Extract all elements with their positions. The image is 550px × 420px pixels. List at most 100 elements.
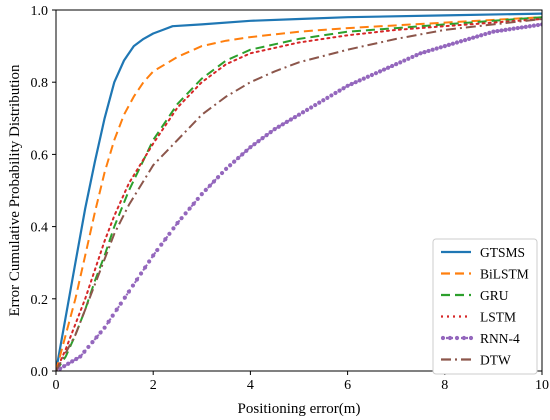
x-tick-label: 8 bbox=[441, 378, 448, 393]
series-point-rnn-4 bbox=[398, 60, 403, 65]
series-point-rnn-4 bbox=[321, 98, 326, 103]
series-point-rnn-4 bbox=[284, 119, 289, 125]
series-point-rnn-4 bbox=[292, 114, 298, 120]
series-point-rnn-4 bbox=[458, 39, 464, 44]
series-point-rnn-4 bbox=[414, 53, 419, 58]
legend-label-dtw: DTW bbox=[480, 353, 511, 368]
x-axis: 0 2 4 6 8 10 bbox=[53, 371, 549, 393]
series-point-rnn-4 bbox=[450, 41, 455, 46]
x-tick-label: 10 bbox=[535, 378, 549, 393]
series-point-rnn-4 bbox=[531, 23, 537, 28]
series-point-rnn-4 bbox=[114, 307, 119, 312]
legend-label-bilstm: BiLSTM bbox=[480, 267, 529, 282]
x-tick-label: 4 bbox=[247, 378, 254, 393]
plot-frame bbox=[55, 9, 543, 372]
y-axis-label: Error Cumulative Probability Distributio… bbox=[7, 64, 23, 317]
series-point-rnn-4 bbox=[244, 148, 249, 153]
series-point-rnn-4 bbox=[288, 117, 293, 122]
x-tick-label: 2 bbox=[150, 378, 157, 393]
series-point-rnn-4 bbox=[353, 80, 358, 85]
series-point-rnn-4 bbox=[369, 72, 374, 78]
series-point-rnn-4 bbox=[167, 231, 172, 236]
series-point-rnn-4 bbox=[228, 163, 233, 168]
series-point-rnn-4 bbox=[309, 105, 314, 110]
legend-label-lstm: LSTM bbox=[480, 310, 516, 325]
series-point-rnn-4 bbox=[515, 25, 520, 31]
series-point-rnn-4 bbox=[159, 242, 164, 247]
series-point-rnn-4 bbox=[207, 183, 212, 188]
series-point-rnn-4 bbox=[300, 110, 306, 115]
series-point-rnn-4 bbox=[62, 364, 67, 369]
series-point-rnn-4 bbox=[442, 44, 447, 49]
series-point-rnn-4 bbox=[499, 28, 504, 33]
series-point-rnn-4 bbox=[211, 179, 217, 184]
series-point-rnn-4 bbox=[487, 30, 492, 35]
y-tick-label: 1.0 bbox=[31, 4, 49, 19]
series-point-rnn-4 bbox=[426, 48, 431, 54]
series-point-rnn-4 bbox=[224, 166, 229, 171]
series-point-rnn-4 bbox=[134, 277, 140, 282]
series-point-rnn-4 bbox=[333, 90, 338, 96]
series-point-rnn-4 bbox=[163, 237, 168, 242]
legend-marker-rnn-4 bbox=[468, 335, 474, 341]
x-tick-label: 0 bbox=[53, 378, 60, 393]
series-point-rnn-4 bbox=[535, 22, 541, 28]
series-line-lstm bbox=[56, 18, 542, 371]
series-point-rnn-4 bbox=[260, 136, 265, 141]
series-point-rnn-4 bbox=[386, 65, 391, 70]
series-point-rnn-4 bbox=[280, 122, 285, 127]
series-point-rnn-4 bbox=[118, 301, 123, 306]
series-point-rnn-4 bbox=[296, 112, 302, 117]
series-point-rnn-4 bbox=[66, 361, 71, 366]
series-point-rnn-4 bbox=[357, 78, 362, 83]
series-point-rnn-4 bbox=[462, 37, 468, 43]
series-point-rnn-4 bbox=[171, 226, 176, 231]
series-point-rnn-4 bbox=[491, 29, 496, 34]
series-point-rnn-4 bbox=[527, 24, 532, 29]
series-point-rnn-4 bbox=[511, 26, 516, 31]
series-point-rnn-4 bbox=[406, 56, 411, 61]
series-point-rnn-4 bbox=[130, 283, 136, 288]
x-axis-label: Positioning error(m) bbox=[238, 401, 361, 417]
series-point-rnn-4 bbox=[305, 107, 310, 112]
series-point-rnn-4 bbox=[106, 319, 111, 324]
legend-marker-rnn-4 bbox=[454, 335, 460, 341]
series-point-rnn-4 bbox=[232, 159, 237, 164]
legend-marker-rnn-4 bbox=[461, 335, 467, 341]
series-point-rnn-4 bbox=[381, 67, 387, 72]
series-point-rnn-4 bbox=[215, 175, 221, 180]
series-point-rnn-4 bbox=[361, 76, 366, 81]
series-point-rnn-4 bbox=[248, 145, 253, 150]
y-tick-label: 0.6 bbox=[31, 148, 49, 163]
series-line-bilstm bbox=[56, 16, 542, 371]
series-point-rnn-4 bbox=[402, 58, 407, 63]
y-tick-label: 0.4 bbox=[31, 221, 49, 236]
series-point-rnn-4 bbox=[454, 40, 460, 45]
series-point-rnn-4 bbox=[503, 27, 508, 32]
series-point-rnn-4 bbox=[264, 133, 269, 138]
series-point-rnn-4 bbox=[57, 366, 63, 371]
series-point-rnn-4 bbox=[390, 63, 395, 69]
series-point-rnn-4 bbox=[471, 35, 476, 40]
series-point-rnn-4 bbox=[70, 359, 75, 364]
series-layer bbox=[56, 12, 542, 371]
series-point-rnn-4 bbox=[187, 206, 192, 211]
x-tick-label: 6 bbox=[344, 378, 351, 393]
series-point-rnn-4 bbox=[272, 127, 277, 132]
series-line-dtw bbox=[56, 18, 542, 371]
legend-marker-rnn-4 bbox=[440, 335, 446, 341]
series-point-rnn-4 bbox=[329, 93, 334, 98]
series-point-rnn-4 bbox=[203, 187, 208, 192]
series-point-rnn-4 bbox=[143, 265, 148, 270]
series-point-rnn-4 bbox=[523, 24, 528, 29]
y-axis: 0.0 0.2 0.4 0.6 0.8 1.0 bbox=[31, 4, 56, 380]
series-point-rnn-4 bbox=[479, 33, 484, 38]
series-point-rnn-4 bbox=[365, 74, 370, 79]
series-point-rnn-4 bbox=[151, 253, 156, 258]
series-point-rnn-4 bbox=[195, 196, 200, 202]
series-point-rnn-4 bbox=[256, 139, 261, 144]
legend-label-rnn-4: RNN-4 bbox=[480, 331, 520, 346]
series-point-rnn-4 bbox=[467, 36, 472, 41]
series-point-rnn-4 bbox=[373, 71, 379, 76]
